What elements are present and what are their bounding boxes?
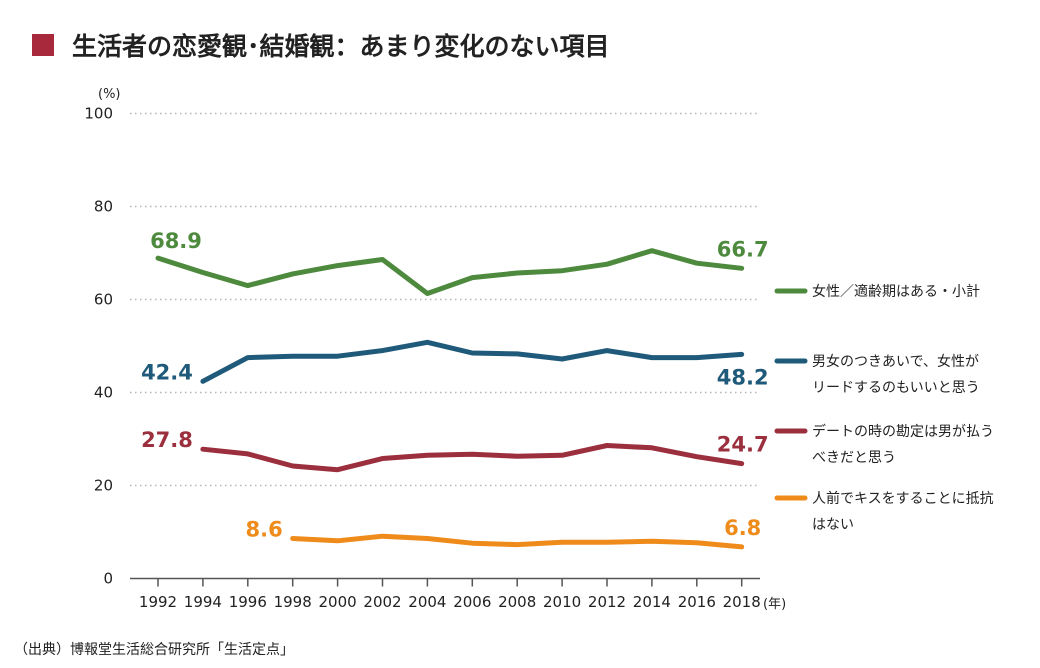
series-line <box>200 443 745 473</box>
x-tick-label: 2018 <box>723 593 761 611</box>
y-tick-label: 0 <box>103 570 113 588</box>
y-unit-label: (%) <box>98 87 121 102</box>
legend-label: 女性／適齢期はある・小計 <box>812 283 980 300</box>
series-line <box>290 533 745 550</box>
legend: 女性／適齢期はある・小計男女のつきあいで、女性がリードするのもいいと思うデートの… <box>774 283 994 533</box>
x-tick-label: 1996 <box>229 593 267 611</box>
x-tick-label: 2008 <box>498 593 536 611</box>
x-tick-label: 1994 <box>184 593 222 611</box>
x-tick-label: 2006 <box>453 593 491 611</box>
legend-label: 男女のつきあいで、女性が <box>812 353 979 370</box>
x-tick-label: 2016 <box>678 593 716 611</box>
y-tick-label: 20 <box>94 477 113 495</box>
axes: 0 20 40 60 80 100 1992 1994 1996 1998 2000 2002 2004… <box>84 105 760 612</box>
data-label-last: 24.7 <box>717 433 769 457</box>
y-tick-label: 40 <box>94 384 113 402</box>
x-tick-label: 2000 <box>319 593 357 611</box>
x-tick-label: 2004 <box>408 593 446 611</box>
legend-label: デートの時の勘定は男が払う <box>812 423 994 440</box>
y-tick-label: 100 <box>84 105 113 123</box>
legend-label: 人前でキスをすることに抵抗 <box>812 490 994 507</box>
legend-label: はない <box>812 517 854 533</box>
series-line <box>155 248 745 296</box>
x-unit-label: (年) <box>763 597 786 612</box>
legend-label: べきだと思う <box>812 450 896 466</box>
source-note: （出典）博報堂生活総合研究所「生活定点」 <box>14 641 294 658</box>
y-tick-label: 60 <box>94 291 113 309</box>
data-labels: 68.9 66.7 42.4 48.2 27.8 24.7 8.6 6.8 <box>141 229 769 541</box>
gridlines <box>130 112 760 487</box>
y-tick-label: 80 <box>94 198 113 216</box>
series-line <box>200 339 745 384</box>
chart-title: 生活者の恋愛観･結婚観：あまり変化のない項目 <box>72 32 610 61</box>
data-label-first: 27.8 <box>141 428 193 452</box>
data-label-first: 8.6 <box>245 518 282 542</box>
data-label-first: 42.4 <box>141 360 193 384</box>
data-label-last: 66.7 <box>717 237 769 261</box>
x-tick-label: 1998 <box>274 593 312 611</box>
data-label-last: 6.8 <box>724 516 761 540</box>
data-label-first: 68.9 <box>150 229 202 253</box>
title-marker-icon <box>32 34 54 56</box>
x-tick-label: 2012 <box>588 593 626 611</box>
series-lines <box>155 248 745 550</box>
x-tick-label: 2014 <box>633 593 671 611</box>
legend-label: リードするのもいいと思う <box>812 380 980 396</box>
x-tick-label: 2010 <box>543 593 581 611</box>
data-label-last: 48.2 <box>717 365 769 389</box>
x-tick-label: 1992 <box>139 593 177 611</box>
x-tick-label: 2002 <box>363 593 401 611</box>
